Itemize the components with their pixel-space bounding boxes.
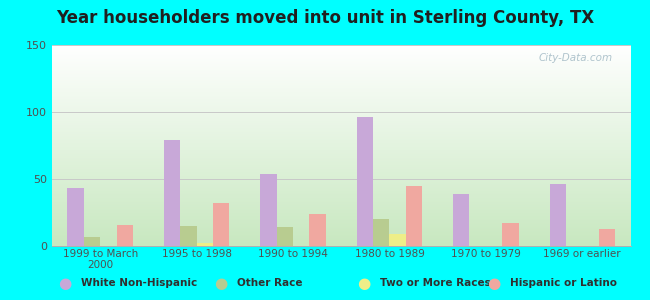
Text: Hispanic or Latino: Hispanic or Latino	[510, 278, 618, 289]
Bar	[213, 203, 229, 246]
Bar	[549, 184, 566, 246]
Text: ●: ●	[488, 276, 500, 291]
Text: ●: ●	[58, 276, 72, 291]
Bar	[164, 140, 180, 246]
Bar	[180, 226, 196, 246]
Text: Other Race: Other Race	[237, 278, 303, 289]
Bar	[277, 227, 293, 246]
Text: City-Data.com: City-Data.com	[539, 53, 613, 63]
Bar	[309, 214, 326, 246]
Bar	[373, 219, 389, 246]
Text: ●: ●	[214, 276, 227, 291]
Bar	[599, 229, 615, 246]
Bar	[502, 223, 519, 246]
Bar	[389, 234, 406, 246]
Text: Year householders moved into unit in Sterling County, TX: Year householders moved into unit in Ste…	[56, 9, 594, 27]
Text: Two or More Races: Two or More Races	[380, 278, 491, 289]
Bar	[116, 225, 133, 246]
Bar	[68, 188, 84, 246]
Bar	[260, 174, 277, 246]
Text: White Non-Hispanic: White Non-Hispanic	[81, 278, 198, 289]
Bar	[357, 117, 373, 246]
Bar	[196, 243, 213, 246]
Bar	[453, 194, 469, 246]
Text: ●: ●	[358, 276, 370, 291]
Bar	[406, 186, 423, 246]
Bar	[84, 237, 100, 246]
